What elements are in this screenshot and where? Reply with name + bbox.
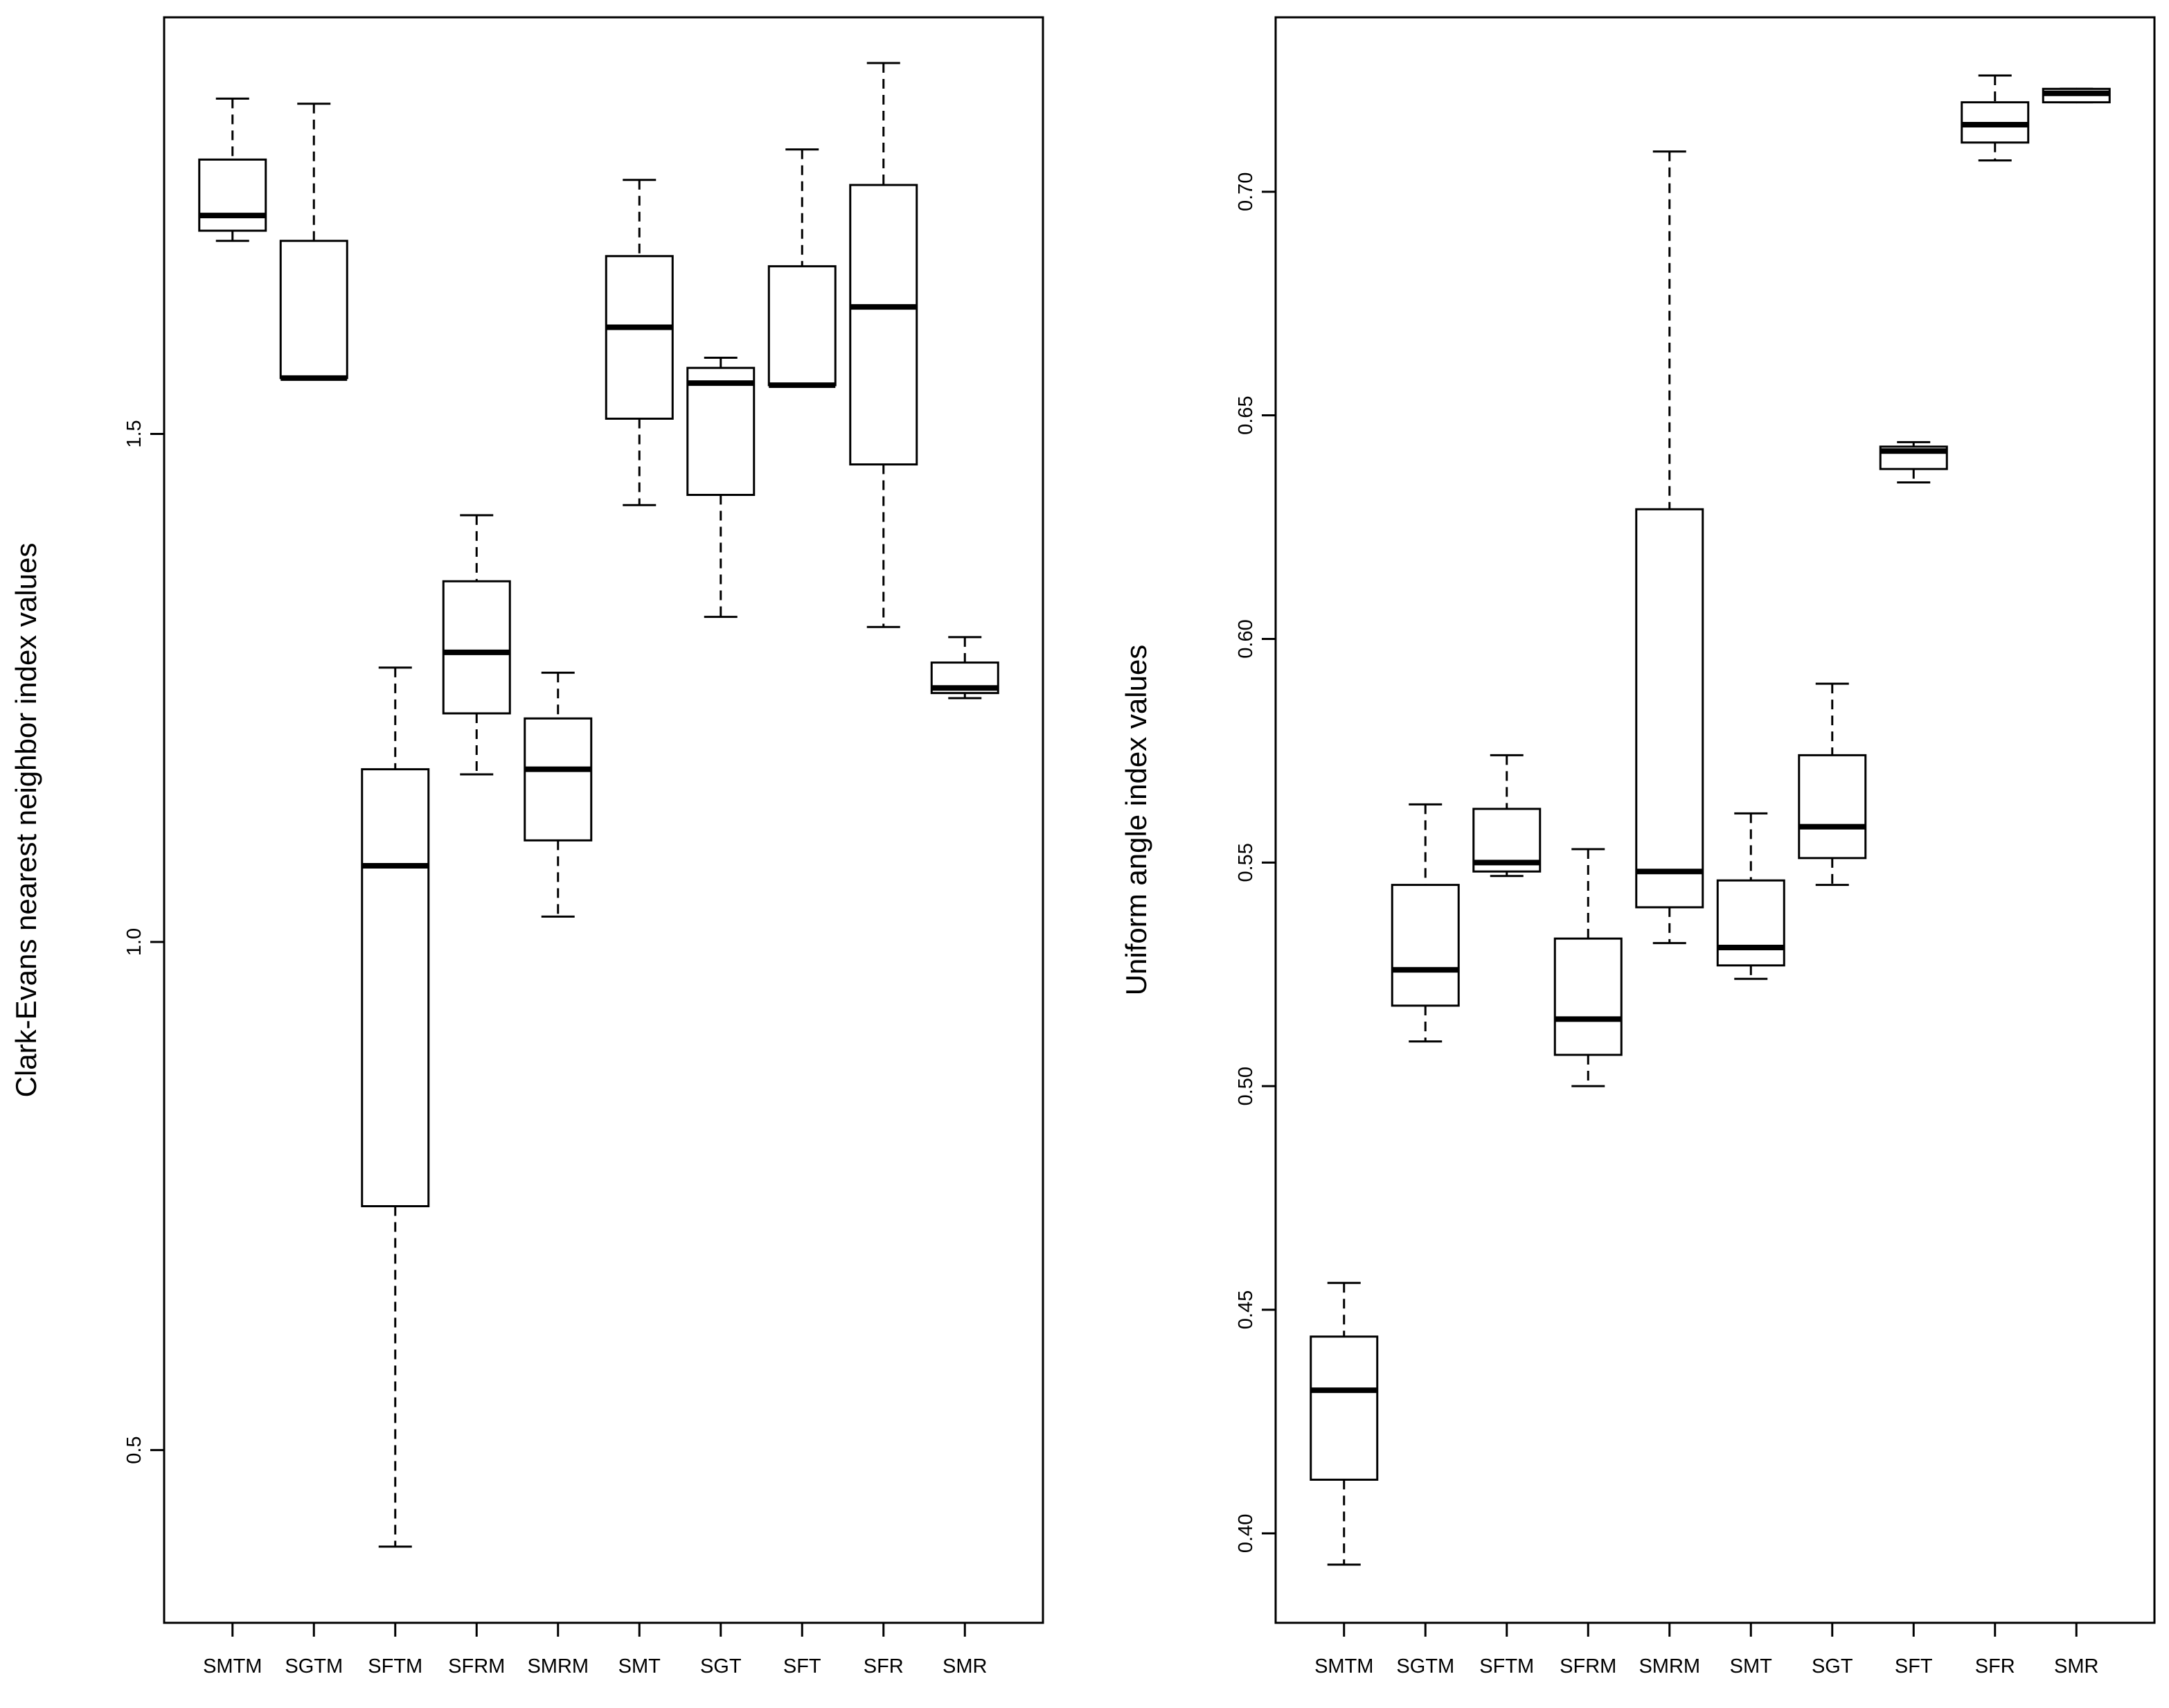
box-sgtm (1391, 803, 1460, 1043)
box-sgtm (279, 103, 348, 381)
y-tick-label: 0.50 (1235, 1067, 1257, 1105)
iqr-box (686, 366, 756, 497)
box-smt (1716, 812, 1785, 980)
plot-frame (163, 16, 1044, 1624)
iqr-box (1635, 508, 1704, 909)
box-sgt (1798, 682, 1867, 887)
x-tick-label: SMTM (203, 1655, 262, 1678)
x-tick-label: SFR (864, 1655, 904, 1678)
y-axis-title: Uniform angle index values (1120, 645, 1152, 996)
iqr-box (605, 255, 674, 420)
x-tick-label: SFTM (368, 1655, 422, 1678)
x-tick-label: SFT (783, 1655, 821, 1678)
x-tick-label: SFRM (1560, 1655, 1616, 1678)
plot-frame (1274, 16, 2156, 1624)
iqr-box (198, 158, 267, 232)
x-tick-label: SGT (700, 1655, 742, 1678)
box-sfrm (442, 514, 511, 776)
x-tick-label: SMR (943, 1655, 987, 1678)
box-sftm (361, 666, 430, 1548)
x-tick-label: SMRM (1639, 1655, 1700, 1678)
y-tick-label: 0.40 (1235, 1514, 1257, 1553)
iqr-box (442, 580, 511, 715)
box-smr (930, 636, 999, 700)
box-smrm (1635, 150, 1704, 945)
iqr-box (361, 768, 430, 1207)
x-tick-label: SFR (1975, 1655, 2015, 1678)
iqr-box (1310, 1335, 1379, 1481)
x-tick-label: SGTM (285, 1655, 343, 1678)
x-tick-label: SGT (1812, 1655, 1853, 1678)
box-sft (767, 148, 837, 389)
y-tick-label: 0.60 (1235, 619, 1257, 658)
box-smrm (524, 671, 593, 918)
box-sfr (1961, 74, 2030, 162)
y-tick-label: 0.5 (123, 1436, 145, 1464)
box-smr (2042, 87, 2111, 104)
box-sftm (1472, 754, 1542, 878)
box-sfrm (1553, 848, 1623, 1087)
iqr-box (767, 265, 837, 386)
x-tick-label: SMR (2054, 1655, 2098, 1678)
box-sft (1879, 441, 1948, 484)
y-axis-title: Clark-Evans nearest neighbor index value… (10, 543, 42, 1098)
x-tick-label: SMT (1730, 1655, 1773, 1678)
iqr-box (524, 717, 593, 842)
box-smtm (198, 97, 267, 242)
y-tick-label: 0.65 (1235, 395, 1257, 434)
iqr-box (1553, 937, 1623, 1056)
y-tick-label: 0.70 (1235, 172, 1257, 211)
iqr-box (279, 240, 348, 380)
x-tick-label: SMT (618, 1655, 661, 1678)
x-tick-label: SMTM (1314, 1655, 1373, 1678)
y-tick-label: 1.0 (123, 928, 145, 956)
iqr-box (1391, 884, 1460, 1007)
x-tick-label: SFT (1895, 1655, 1933, 1678)
box-smt (605, 179, 674, 506)
iqr-box (1798, 754, 1867, 860)
y-tick-label: 0.55 (1235, 843, 1257, 882)
x-tick-label: SGTM (1396, 1655, 1454, 1678)
x-tick-label: SMRM (527, 1655, 589, 1678)
box-sfr (849, 62, 918, 628)
panel-clark-evans: 0.5 1.0 1.5 Clark-Evans nearest neighbor in… (10, 16, 1044, 1678)
x-tick-label: SFTM (1479, 1655, 1534, 1678)
box-sgt (686, 356, 756, 619)
y-tick-label: 0.45 (1235, 1290, 1257, 1329)
panel-uniform-angle: 0.40 0.45 0.50 0.55 0.60 0.65 0.70 Uniform angl… (1120, 16, 2156, 1678)
iqr-box (849, 184, 918, 466)
y-tick-label: 1.5 (123, 420, 145, 447)
box-smtm (1310, 1281, 1379, 1566)
x-tick-label: SFRM (448, 1655, 505, 1678)
iqr-box (1716, 879, 1785, 967)
